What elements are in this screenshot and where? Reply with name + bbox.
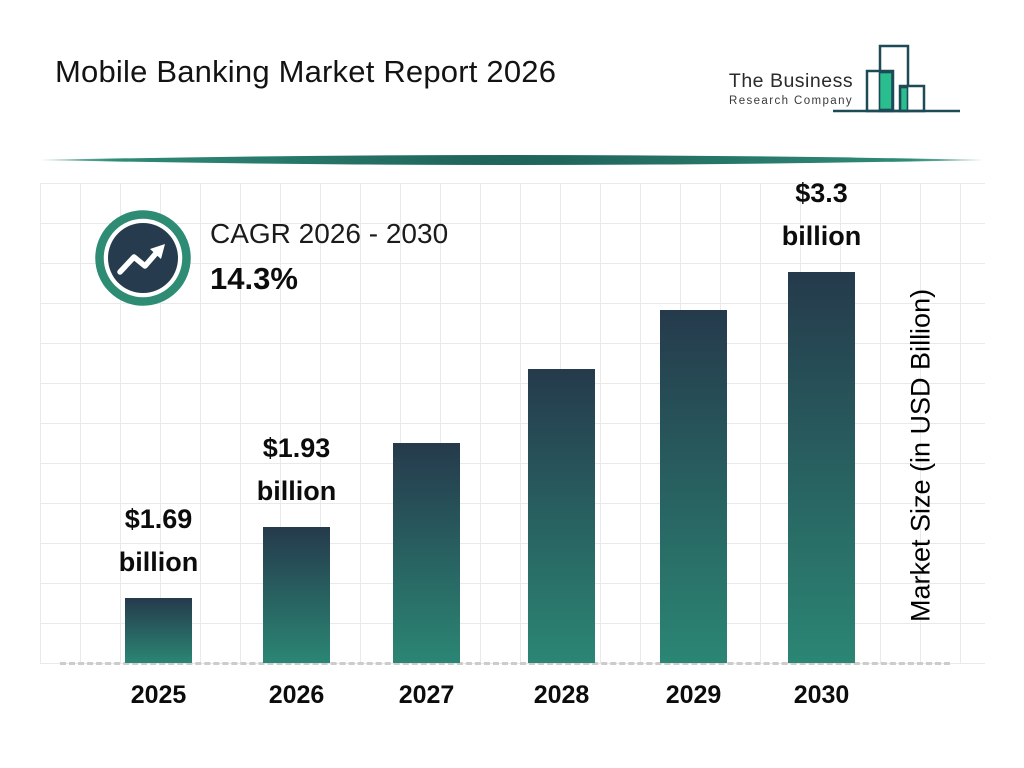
logo-subname: Research Company xyxy=(728,95,854,107)
year-label-2030: 2030 xyxy=(793,681,850,709)
logo-name: The Business xyxy=(728,70,854,92)
year-label-2025: 2025 xyxy=(130,681,187,709)
page-title: Mobile Banking Market Report 2026 xyxy=(55,54,557,89)
year-label-2027: 2027 xyxy=(398,681,455,709)
company-logo: The Business Research Company xyxy=(716,38,976,124)
year-label-2026: 2026 xyxy=(268,681,325,709)
chart-baseline xyxy=(60,662,950,665)
year-label-2029: 2029 xyxy=(665,681,722,709)
logo-text: The Business Research Company xyxy=(716,70,866,107)
trending-up-icon xyxy=(117,244,165,275)
logo-skyline-icon xyxy=(833,44,960,113)
cagr-label: CAGR 2026 - 2030 xyxy=(210,218,449,249)
cagr-value: 14.3% xyxy=(210,261,298,296)
divider-line xyxy=(40,155,985,165)
year-label-2028: 2028 xyxy=(533,681,590,709)
cagr-badge xyxy=(95,210,191,306)
y-axis-label: Market Size (in USD Billion) xyxy=(905,288,936,622)
